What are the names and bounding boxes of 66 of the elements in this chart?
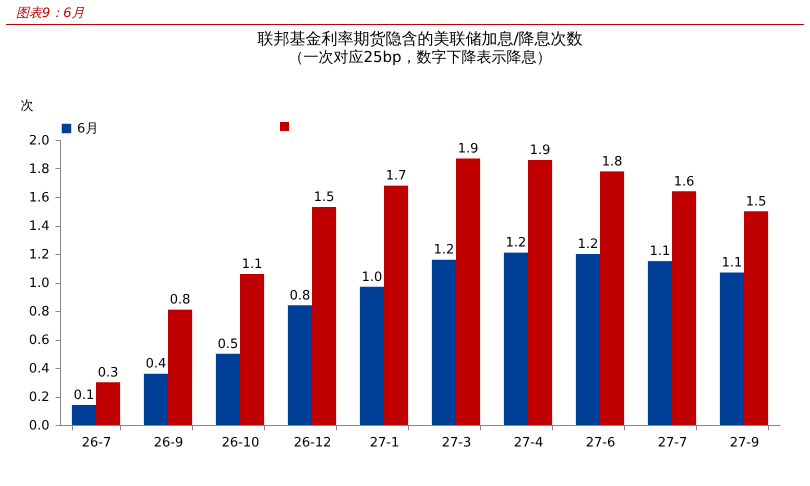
x-tick-label: 27-3 xyxy=(442,436,472,450)
data-label: 0.8 xyxy=(290,288,310,304)
x-tick-label: 26-9 xyxy=(154,436,184,450)
text: 图表9：6月 xyxy=(6,0,804,25)
bar xyxy=(168,310,192,425)
x-tick-label: 26-12 xyxy=(294,436,332,450)
chart-title: 联邦基金利率期货隐含的美联储加息/降息次数 xyxy=(257,29,583,48)
y-tick-label: 0.8 xyxy=(28,304,50,320)
x-tick-label: 27-1 xyxy=(370,436,400,450)
data-label: 1.1 xyxy=(650,244,670,260)
data-label: 1.9 xyxy=(530,142,550,158)
bar xyxy=(384,186,408,425)
y-tick-label: 1.4 xyxy=(28,219,50,234)
y-tick-label: 1.0 xyxy=(28,276,50,291)
y-axis-title: 次 xyxy=(20,98,34,114)
data-label: 1.1 xyxy=(242,256,262,272)
bar xyxy=(240,274,264,425)
bar xyxy=(144,374,168,425)
x-tick-label: 27-9 xyxy=(730,436,760,450)
data-label: 0.8 xyxy=(170,292,190,308)
data-label: 1.2 xyxy=(578,237,598,252)
data-label: 0.5 xyxy=(218,336,238,352)
data-label: 1.1 xyxy=(722,256,742,271)
bar xyxy=(744,211,768,425)
legend-label: 6月 xyxy=(77,122,98,136)
y-tick-label: 0.4 xyxy=(28,362,50,376)
data-label: 1.6 xyxy=(674,174,694,190)
data-label: 0.1 xyxy=(74,388,94,404)
y-tick-label: 0.6 xyxy=(28,333,50,348)
bar xyxy=(216,354,240,425)
bar xyxy=(456,158,480,425)
data-label: 1.0 xyxy=(362,270,382,285)
bar xyxy=(720,272,744,425)
bar xyxy=(504,252,528,425)
x-tick-label: 27-4 xyxy=(514,436,544,450)
y-tick-label: 1.6 xyxy=(28,190,50,206)
bar xyxy=(672,191,696,425)
bar xyxy=(72,405,96,425)
y-tick-label: 1.2 xyxy=(28,248,50,262)
y-tick-label: 0.2 xyxy=(28,390,50,405)
data-label: 1.5 xyxy=(746,194,766,210)
bar xyxy=(288,305,312,425)
y-tick-label: 0.0 xyxy=(28,418,50,434)
bar xyxy=(432,260,456,425)
bar xyxy=(360,286,384,425)
data-label: 1.9 xyxy=(458,142,478,157)
y-tick-label: 2.0 xyxy=(28,134,50,148)
data-label: 1.7 xyxy=(386,168,406,184)
bar xyxy=(528,160,552,425)
bar xyxy=(600,171,624,425)
data-label: 1.8 xyxy=(602,154,622,170)
x-tick-label: 26-10 xyxy=(222,436,260,450)
chart-subtitle: （一次对应25bp，数字下降表示降息） xyxy=(288,48,552,66)
bar xyxy=(96,382,120,425)
data-label: 0.3 xyxy=(98,365,118,380)
y-tick-label: 1.8 xyxy=(28,162,50,177)
x-tick-label: 27-6 xyxy=(586,436,616,450)
data-label: 1.2 xyxy=(506,236,526,251)
data-label: 1.2 xyxy=(434,242,454,258)
bar xyxy=(312,206,336,425)
x-tick-label: 27-7 xyxy=(658,436,688,450)
bar xyxy=(648,261,672,425)
bar xyxy=(576,254,600,425)
data-label: 0.4 xyxy=(146,356,166,372)
data-label: 1.5 xyxy=(314,190,334,205)
x-tick-label: 26-7 xyxy=(82,436,112,450)
